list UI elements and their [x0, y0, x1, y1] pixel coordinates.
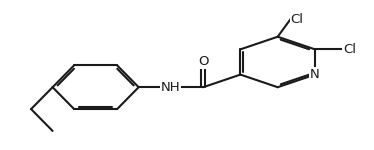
Text: NH: NH	[161, 81, 181, 94]
Text: O: O	[198, 56, 208, 68]
Text: N: N	[310, 68, 320, 81]
Text: Cl: Cl	[291, 13, 304, 26]
Text: Cl: Cl	[343, 43, 356, 56]
